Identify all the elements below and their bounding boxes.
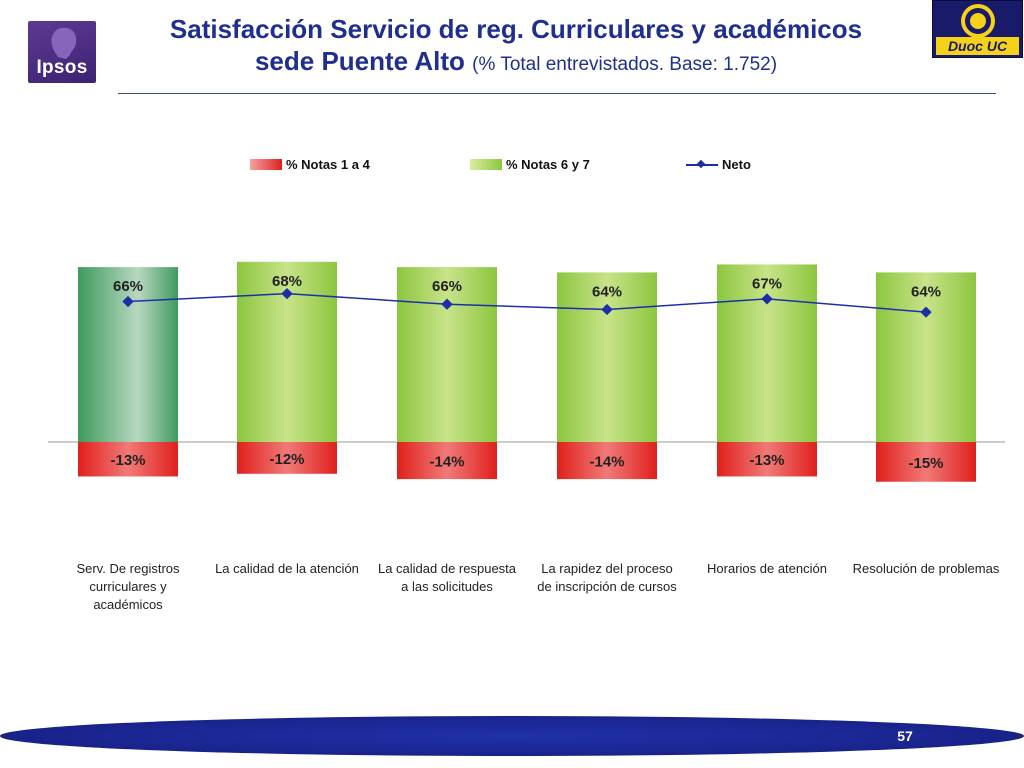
bar-negative-0 xyxy=(78,442,178,477)
data-label-negative-4: -13% xyxy=(749,452,784,469)
legend-item-notas-1-4: % Notas 1 a 4 xyxy=(250,157,370,172)
data-label-positive-1: 68% xyxy=(272,273,302,290)
title-subtitle: (% Total entrevistados. Base: 1.752) xyxy=(472,54,778,75)
page-title: Satisfacción Servicio de reg. Curricular… xyxy=(110,13,922,81)
data-label-negative-1: -12% xyxy=(269,451,304,468)
bar-positive-3 xyxy=(557,272,657,442)
data-label-positive-0: 66% xyxy=(113,278,143,295)
neto-series-line xyxy=(127,292,927,313)
ipsos-logo-text: Ipsos xyxy=(36,57,88,78)
title-line-1: Satisfacción Servicio de reg. Curricular… xyxy=(169,14,863,44)
category-label-5: Resolución de problemas xyxy=(846,560,1006,578)
category-label-line: curriculares y xyxy=(89,579,167,594)
legend-swatch-line xyxy=(686,159,718,171)
title-divider xyxy=(118,93,996,94)
category-label-line: Horarios de atención xyxy=(707,561,827,576)
bar-positive-2 xyxy=(397,267,497,442)
category-label-line: de inscripción de cursos xyxy=(537,579,677,594)
category-label-line: Serv. De registros xyxy=(76,561,180,576)
title-line-2: sede Puente Alto (% Total entrevistados.… xyxy=(110,45,922,81)
bar-negative-2 xyxy=(397,442,497,480)
bar-positive-5 xyxy=(876,272,976,442)
bar-negative-5 xyxy=(876,442,976,482)
legend-label: Neto xyxy=(722,157,751,172)
neto-point-3 xyxy=(601,303,613,316)
category-label-2: La calidad de respuesta a las solicitudes xyxy=(367,560,527,596)
neto-point-5 xyxy=(920,306,932,318)
data-label-positive-4: 67% xyxy=(752,275,782,292)
page-number: 57 xyxy=(897,728,913,744)
bar-negative-4 xyxy=(717,442,817,477)
category-label-4: Horarios de atención xyxy=(687,560,847,578)
category-label-line: La rapidez del proceso xyxy=(541,561,673,576)
legend-swatch-red xyxy=(250,159,282,170)
neto-point-4 xyxy=(761,293,773,305)
category-label-0: Serv. De registros curriculares y académic… xyxy=(48,560,208,614)
bar-negative-3 xyxy=(557,442,657,480)
data-label-negative-2: -14% xyxy=(429,454,464,471)
ipsos-logo: Ipsos xyxy=(28,21,96,83)
bar-chart: 66% -13% 68% -12% 66% -14% 64% -14% 67% -13% 64% -1… xyxy=(48,261,1005,482)
duoc-uc-logo: Duoc UC xyxy=(932,0,1023,58)
title-line-2-main: sede Puente Alto xyxy=(254,46,465,76)
category-label-3: La rapidez del proceso de inscripción de … xyxy=(527,560,687,596)
chart-legend: % Notas 1 a 4 % Notas 6 y 7 Neto xyxy=(0,157,1024,175)
neto-point-2 xyxy=(441,298,453,310)
data-label-positive-2: 66% xyxy=(432,278,462,295)
legend-label: % Notas 6 y 7 xyxy=(506,157,590,172)
data-label-negative-3: -14% xyxy=(589,454,624,471)
legend-label: % Notas 1 a 4 xyxy=(286,157,370,172)
data-label-positive-3: 64% xyxy=(592,283,622,300)
data-label-positive-5: 64% xyxy=(911,283,941,300)
legend-item-neto: Neto xyxy=(686,157,751,172)
data-label-negative-0: -13% xyxy=(110,452,145,469)
legend-swatch-green xyxy=(470,159,502,170)
data-label-negative-5: -15% xyxy=(908,455,943,472)
bar-negative-1 xyxy=(237,442,337,474)
category-label-line: La calidad de la atención xyxy=(215,561,359,576)
category-label-line: Resolución de problemas xyxy=(852,561,1000,576)
ipsos-face-icon xyxy=(51,27,77,59)
legend-item-notas-6-7: % Notas 6 y 7 xyxy=(470,157,590,172)
category-label-line: académicos xyxy=(93,597,163,612)
category-label-line: a las solicitudes xyxy=(401,579,493,594)
duoc-logo-text: Duoc UC xyxy=(936,37,1019,55)
neto-point-1 xyxy=(281,287,293,300)
category-label-line: La calidad de respuesta xyxy=(377,561,517,576)
category-label-1: La calidad de la atención xyxy=(207,560,367,578)
footer-bar xyxy=(0,716,1024,756)
duoc-crest-icon xyxy=(961,4,995,38)
